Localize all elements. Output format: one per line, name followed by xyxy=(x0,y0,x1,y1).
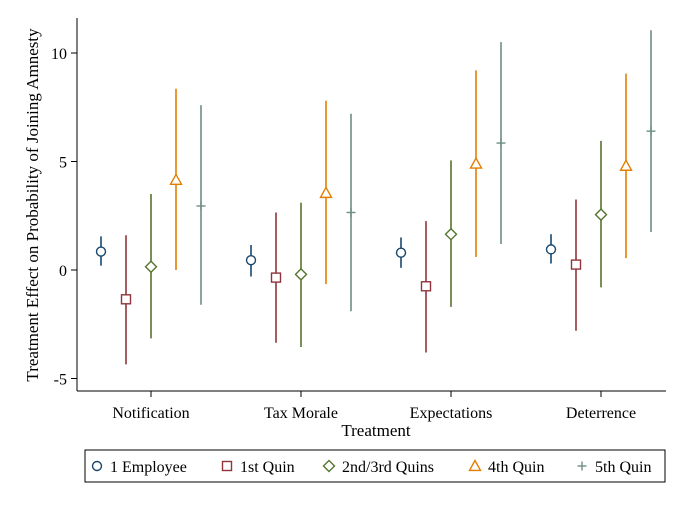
x-ticks: Notification Tax Morale Expectations Deterr… xyxy=(112,391,636,422)
legend-label: 1st Quin xyxy=(240,459,295,476)
y-axis-title: Treatment Effect on Probability of Joini… xyxy=(23,28,42,382)
y-ticks: -5 0 5 10 xyxy=(51,46,77,389)
series-2nd-3rd-quins xyxy=(144,140,608,348)
point-marker xyxy=(144,260,158,274)
point-marker xyxy=(420,281,432,292)
point-marker xyxy=(444,227,458,241)
point-marker xyxy=(270,272,282,283)
legend-entry: 1 Employee xyxy=(91,459,187,476)
series-layer xyxy=(95,30,656,365)
point-marker xyxy=(95,246,107,257)
series-5th-quin xyxy=(196,30,656,312)
axes xyxy=(76,18,666,392)
legend-entry: 4th Quin xyxy=(468,459,544,476)
legend-marker xyxy=(468,459,482,472)
legend-label: 4th Quin xyxy=(488,459,544,476)
series-1-employee xyxy=(95,234,557,277)
legend-label: 1 Employee xyxy=(110,459,187,476)
point-marker xyxy=(496,138,506,148)
legend-entry: 1st Quin xyxy=(221,459,295,476)
point-marker xyxy=(346,207,356,217)
x-axis-title: Treatment xyxy=(341,421,411,440)
point-marker xyxy=(319,186,333,199)
series-1st-quin xyxy=(120,199,582,365)
point-marker xyxy=(245,255,257,266)
legend-box xyxy=(84,449,666,483)
point-marker xyxy=(196,201,206,211)
x-tick-label: Tax Morale xyxy=(264,405,338,422)
legend-marker xyxy=(322,459,336,473)
legend-label: 5th Quin xyxy=(595,459,651,476)
point-marker xyxy=(169,173,183,186)
legend-marker xyxy=(91,460,103,472)
point-marker xyxy=(619,158,633,171)
legend: 1 Employee 1st Quin 2nd/3rd Quins 4th Quin 5… xyxy=(84,449,666,483)
legend-entry: 2nd/3rd Quins xyxy=(322,459,434,476)
y-tick-label: 10 xyxy=(51,46,67,63)
series-4th-quin xyxy=(169,70,633,285)
point-marker xyxy=(594,208,608,222)
x-tick-label: Deterrence xyxy=(566,405,636,422)
legend-entry: 5th Quin xyxy=(577,459,651,476)
point-marker xyxy=(646,126,656,136)
x-tick-label: Notification xyxy=(112,405,189,422)
point-marker xyxy=(469,156,483,169)
x-tick-label: Expectations xyxy=(410,405,493,422)
point-marker xyxy=(120,294,132,305)
y-tick-label: -5 xyxy=(54,372,67,389)
point-marker xyxy=(294,267,308,281)
point-marker xyxy=(570,259,582,270)
y-tick-label: 5 xyxy=(59,155,67,172)
legend-label: 2nd/3rd Quins xyxy=(342,459,434,476)
point-marker xyxy=(545,244,557,255)
legend-marker xyxy=(221,460,233,472)
point-marker xyxy=(395,247,407,258)
y-tick-label: 0 xyxy=(59,263,67,280)
legend-marker xyxy=(577,461,587,471)
